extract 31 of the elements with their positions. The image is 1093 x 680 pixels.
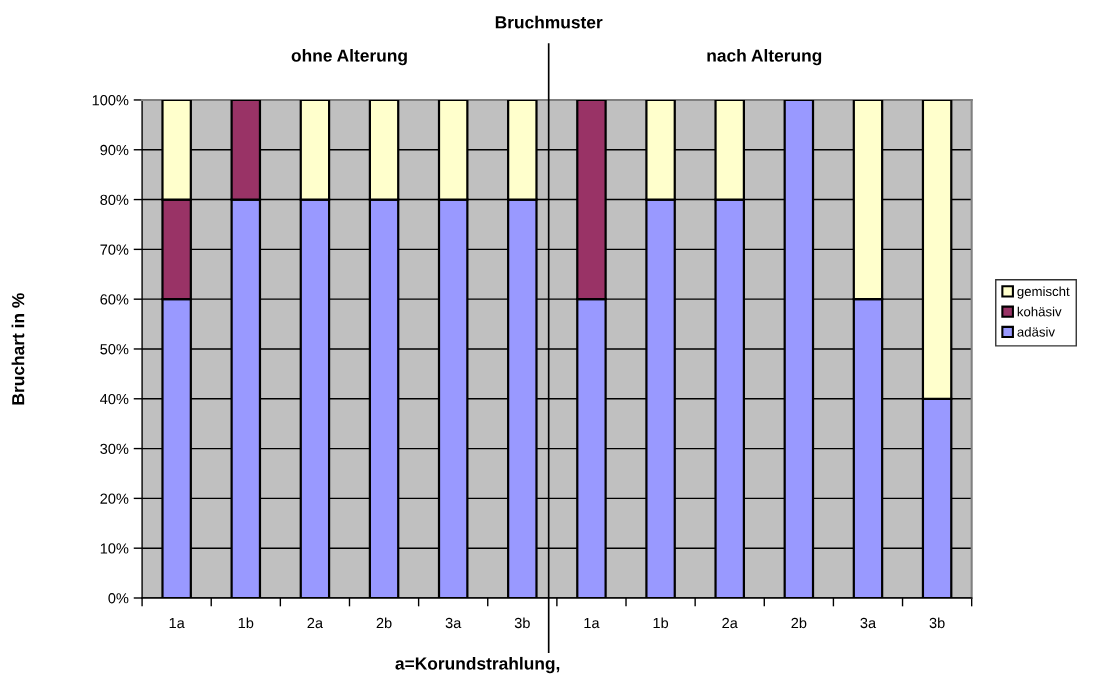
x-tick-label: 2b xyxy=(791,617,807,629)
x-tick-label: 3b xyxy=(929,617,945,629)
y-tick-label: 90% xyxy=(100,144,129,156)
y-tick-label: 20% xyxy=(100,493,129,504)
y-tick-label: 80% xyxy=(100,194,129,205)
y-tick-label: 10% xyxy=(100,543,129,554)
x-tick-label: 3a xyxy=(445,617,462,629)
y-tick-label: 70% xyxy=(100,244,129,255)
x-tick-label: 3b xyxy=(514,617,530,629)
x-tick-label: 2a xyxy=(722,617,738,629)
x-tick-label: 1a xyxy=(584,617,600,629)
x-tick-label: 3a xyxy=(860,617,877,629)
x-tick-label: 2b xyxy=(376,617,392,629)
legend-label: gemischt xyxy=(1017,286,1070,299)
x-tick-label: 1b xyxy=(653,617,669,629)
text: a=Korundstrahlung, xyxy=(395,656,560,674)
y-tick-label: 60% xyxy=(100,294,129,305)
text: nach Alterung xyxy=(707,48,822,66)
legend-label: kohäsiv xyxy=(1017,306,1062,317)
y-axis-title: Bruchart in % xyxy=(11,293,25,405)
x-tick-label: 1b xyxy=(238,617,254,629)
y-tick-label: 50% xyxy=(100,344,129,355)
text: ohne Alterung xyxy=(291,48,407,66)
x-tick-label: 1a xyxy=(169,617,185,629)
y-tick-label: 0% xyxy=(108,593,129,604)
y-tick-label: 30% xyxy=(100,443,129,455)
legend-label: adäsiv xyxy=(1017,326,1055,337)
y-tick-label: 100% xyxy=(92,95,129,106)
y-tick-label: 40% xyxy=(100,393,129,405)
chart-title: Bruchmuster xyxy=(495,15,603,29)
x-tick-label: 2a xyxy=(307,617,324,629)
